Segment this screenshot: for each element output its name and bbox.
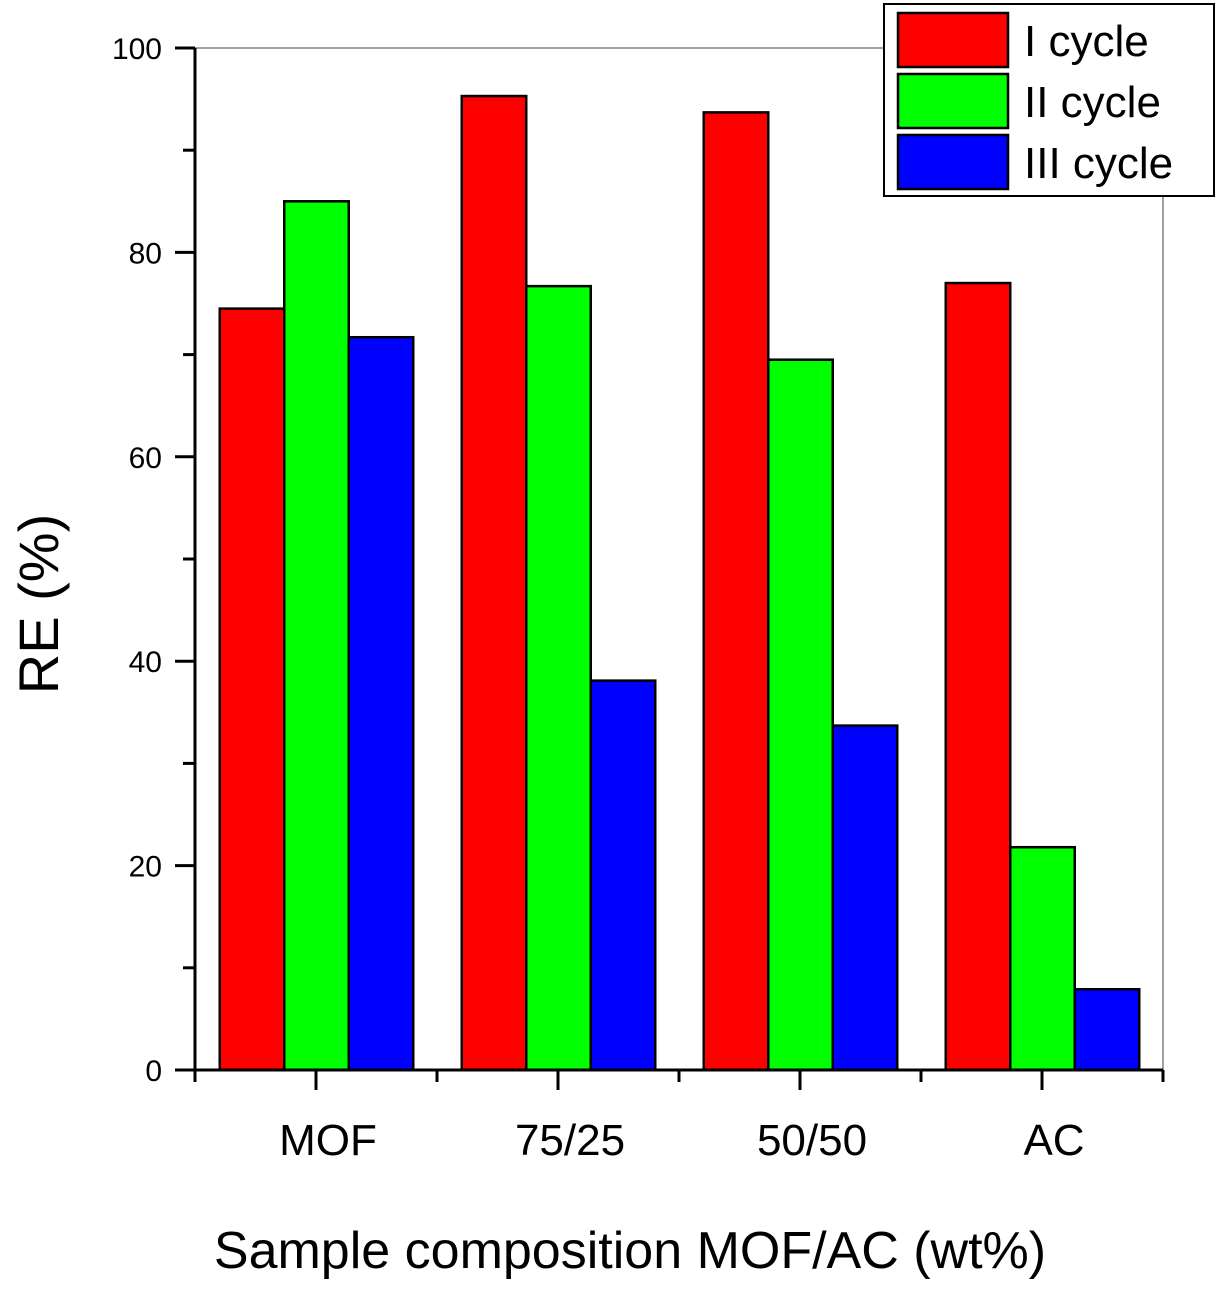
bar-i-cycle-ac xyxy=(944,281,1012,1072)
x-tick-label: 50/50 xyxy=(757,1116,867,1165)
y-tick-label: 100 xyxy=(112,33,162,66)
legend-swatch xyxy=(896,72,1010,130)
x-tick-label: MOF xyxy=(279,1116,377,1165)
y-tick-label: 20 xyxy=(129,851,162,884)
y-tick-label: 80 xyxy=(129,237,162,270)
legend-label: II cycle xyxy=(1024,78,1161,127)
x-tick-label: AC xyxy=(1023,1116,1084,1165)
bar-i-cycle-75-25 xyxy=(460,94,528,1072)
bar-ii-cycle-mof xyxy=(283,200,350,1072)
ticks-layer: 0 20 40 60 80 100 MOF 75/25 50/50 AC xyxy=(112,33,1165,1165)
y-tick-label: 60 xyxy=(129,442,162,475)
bar-iii-cycle-mof xyxy=(347,335,415,1072)
bars-layer xyxy=(218,94,1141,1072)
legend-label: III cycle xyxy=(1024,139,1173,188)
bar-i-cycle-50-50 xyxy=(702,111,770,1072)
y-axis-title: RE (%) xyxy=(7,514,70,694)
legend-label: I cycle xyxy=(1024,17,1149,66)
legend-swatch xyxy=(896,11,1010,69)
legend-swatch xyxy=(896,133,1010,191)
x-axis-title: Sample composition MOF/AC (wt%) xyxy=(214,1222,1046,1280)
bar-ii-cycle-75-25 xyxy=(525,284,592,1072)
x-tick-label: 75/25 xyxy=(515,1116,625,1165)
y-tick-label: 0 xyxy=(145,1055,162,1088)
bar-ii-cycle-50-50 xyxy=(767,358,834,1072)
bar-iii-cycle-75-25 xyxy=(589,679,657,1072)
y-tick-label: 40 xyxy=(129,646,162,679)
legend: I cycle II cycle III cycle xyxy=(883,3,1215,197)
bar-iii-cycle-50-50 xyxy=(831,724,899,1072)
bar-iii-cycle-ac xyxy=(1073,988,1141,1072)
bar-i-cycle-mof xyxy=(218,307,286,1072)
bar-ii-cycle-ac xyxy=(1009,845,1076,1072)
